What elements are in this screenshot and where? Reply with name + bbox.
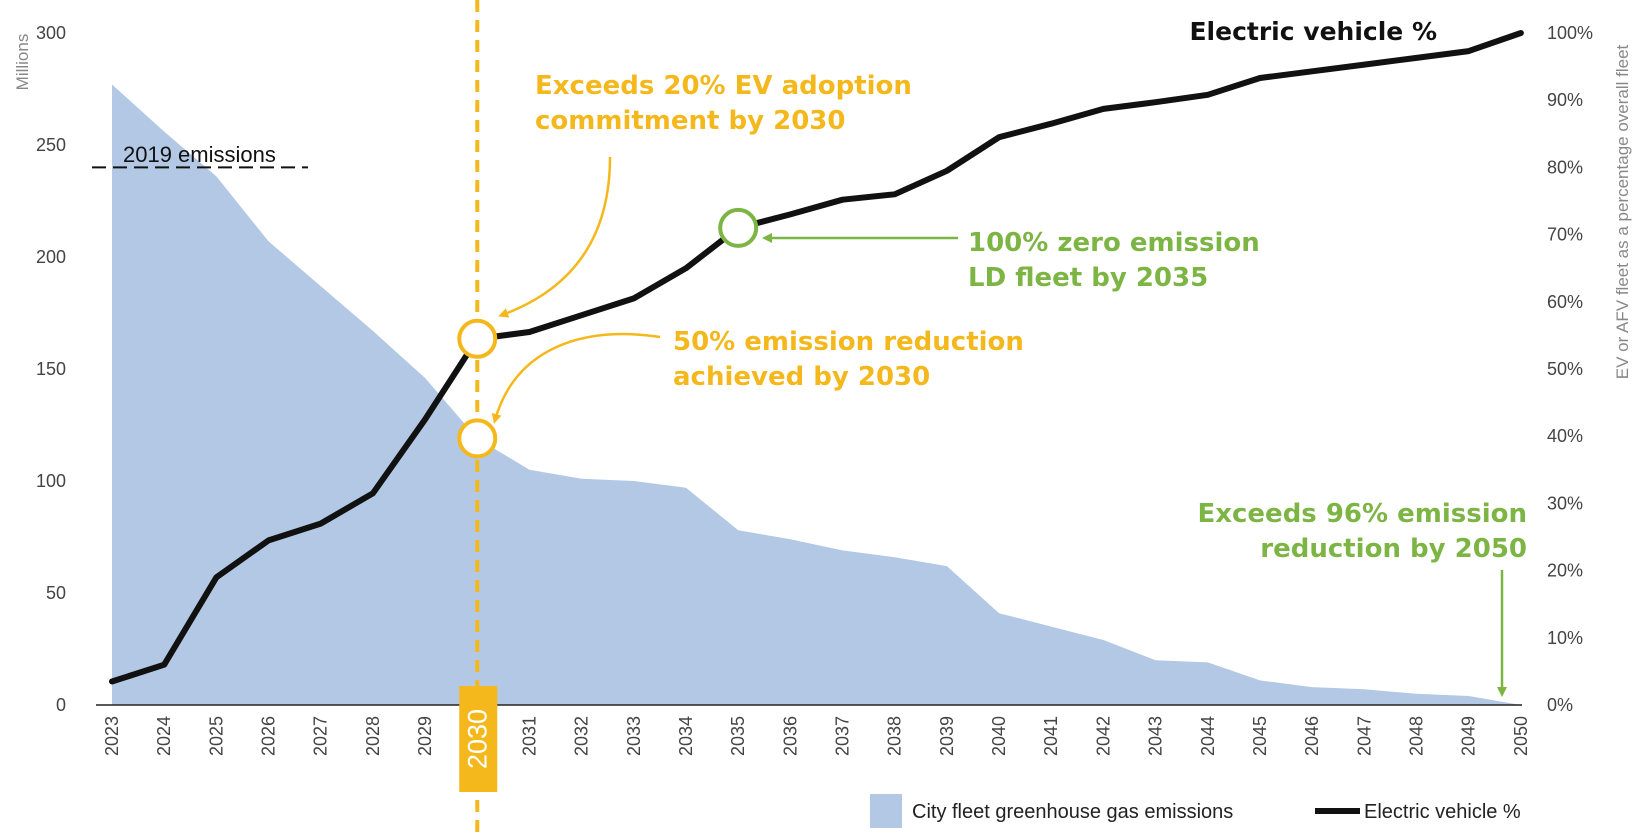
x-tick-2023: 2023: [102, 716, 122, 756]
left-axis-title: Millions: [13, 34, 32, 91]
x-tick-2042: 2042: [1093, 716, 1113, 756]
x-tick-2040: 2040: [989, 716, 1009, 756]
x-tick-2047: 2047: [1354, 716, 1374, 756]
ev-2030-callout-circle: [457, 318, 498, 359]
annotation-emission-reduction-line2: achieved by 2030: [673, 362, 930, 392]
x-tick-2037: 2037: [833, 716, 853, 756]
right-axis-tick-20: 20%: [1547, 561, 1583, 581]
annotation-zero-emission-line1: 100% zero emission: [968, 228, 1260, 258]
x-tick-2041: 2041: [1041, 716, 1061, 756]
x-tick-2034: 2034: [676, 716, 696, 756]
x-tick-2025: 2025: [206, 716, 226, 756]
left-axis-tick-300: 300: [36, 23, 66, 43]
x-tick-2043: 2043: [1146, 716, 1166, 756]
ev-adoption-arrow: [498, 156, 612, 318]
right-axis-tick-0: 0%: [1547, 695, 1573, 715]
plot-layer: 0 50 100 150 200 250 300 0% 10% 20% 30% 40% 50% 60% 70…: [36, 0, 1593, 838]
right-axis-tick-70: 70%: [1547, 225, 1583, 245]
x-tick-2031: 2031: [519, 716, 539, 756]
x-tick-2036: 2036: [780, 716, 800, 756]
x-tick-2028: 2028: [363, 716, 383, 756]
x-tick-2044: 2044: [1198, 716, 1218, 756]
x-tick-2038: 2038: [885, 716, 905, 756]
left-axis-tick-100: 100: [36, 471, 66, 491]
x-tick-2026: 2026: [259, 716, 279, 756]
x-tick-2024: 2024: [154, 716, 174, 756]
ev-2035-callout-circle: [718, 207, 759, 248]
left-axis-tick-0: 0: [56, 695, 66, 715]
legend-line-label: Electric vehicle %: [1364, 801, 1521, 823]
x-tick-2046: 2046: [1302, 716, 1322, 756]
legend-area-label: City fleet greenhouse gas emissions: [912, 801, 1233, 823]
left-axis-tick-150: 150: [36, 359, 66, 379]
annotation-ev-adoption-line2: commitment by 2030: [535, 106, 846, 136]
emission-reduction-arrow: [491, 332, 661, 424]
annotation-emission-reduction-line1: 50% emission reduction: [673, 327, 1024, 357]
reference-line-label: 2019 emissions: [123, 142, 276, 167]
right-axis-title: EV or AFV fleet as a percentage overall …: [1613, 44, 1632, 379]
left-axis-tick-200: 200: [36, 247, 66, 267]
x-tick-2045: 2045: [1250, 716, 1270, 756]
line-series-title: Electric vehicle %: [1189, 17, 1437, 46]
x-tick-2032: 2032: [572, 716, 592, 756]
emissions-area: [112, 84, 1521, 705]
emissions-2030-callout-circle: [457, 418, 498, 459]
annotation-ev-adoption-line1: Exceeds 20% EV adoption: [535, 71, 912, 101]
year-2030-highlight-box: [459, 686, 498, 792]
x-tick-2048: 2048: [1407, 716, 1427, 756]
x-tick-2035: 2035: [728, 716, 748, 756]
right-axis-tick-40: 40%: [1547, 426, 1583, 446]
right-axis-tick-10: 10%: [1547, 628, 1583, 648]
annotation-2050-reduction-line1: Exceeds 96% emission: [1197, 499, 1527, 529]
x-tick-2039: 2039: [937, 716, 957, 756]
right-axis-tick-50: 50%: [1547, 359, 1583, 379]
left-axis-tick-250: 250: [36, 135, 66, 155]
legend-area-swatch: [870, 794, 902, 828]
x-tick-2029: 2029: [415, 716, 435, 756]
annotation-zero-emission-line2: LD fleet by 2035: [968, 263, 1208, 293]
right-axis-tick-80: 80%: [1547, 157, 1583, 177]
x-tick-2030: 2030: [462, 709, 492, 769]
right-axis-tick-100: 100%: [1547, 23, 1593, 43]
x-tick-2027: 2027: [311, 716, 331, 756]
right-axis-tick-30: 30%: [1547, 493, 1583, 513]
left-axis-tick-50: 50: [46, 583, 66, 603]
right-axis-tick-60: 60%: [1547, 292, 1583, 312]
ev-percent-line: [109, 30, 1524, 685]
x-tick-2033: 2033: [624, 716, 644, 756]
x-tick-2049: 2049: [1459, 716, 1479, 756]
annotation-2050-reduction-line2: reduction by 2050: [1260, 534, 1527, 564]
legend: City fleet greenhouse gas emissions Elec…: [870, 794, 1521, 828]
right-axis-tick-90: 90%: [1547, 90, 1583, 110]
x-tick-2050: 2050: [1511, 716, 1531, 756]
